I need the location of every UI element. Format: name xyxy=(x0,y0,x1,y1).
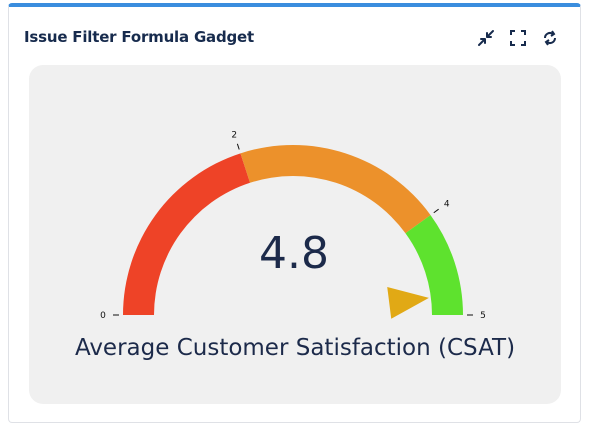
gauge-chart: 0 2 4 5 4.8 xyxy=(100,130,486,321)
gauge-pointer xyxy=(387,286,429,319)
gauge-band-1 xyxy=(240,145,431,234)
gauge-caption: Average Customer Satisfaction (CSAT) xyxy=(74,335,516,361)
gauge-tick-label-2: 2 xyxy=(231,130,237,140)
gauge-tick-4 xyxy=(433,208,439,214)
gauge-band-0 xyxy=(123,153,251,315)
minimize-button[interactable] xyxy=(474,27,498,49)
expand-corners-icon xyxy=(510,30,526,46)
gauge-value: 4.8 xyxy=(259,228,329,279)
refresh-icon xyxy=(544,30,556,46)
gauge-panel: 0 2 4 5 4.8 Average Customer Satisfaction (… xyxy=(29,65,561,404)
gauge-tick-2 xyxy=(236,143,240,150)
gadget-title: Issue Filter Formula Gadget xyxy=(24,28,254,46)
gauge-band-2 xyxy=(405,215,463,315)
collapse-arrows-icon xyxy=(478,30,494,46)
gauge-tick-label-4: 4 xyxy=(444,199,450,209)
gauge-tick-label-5: 5 xyxy=(480,311,486,321)
gadget-actions xyxy=(474,27,562,49)
fullscreen-button[interactable] xyxy=(506,27,530,49)
gadget-header: Issue Filter Formula Gadget xyxy=(9,7,580,59)
refresh-button[interactable] xyxy=(538,27,562,49)
gadget-card: Issue Filter Formula Gadget xyxy=(8,3,581,423)
gauge-tick-label-0: 0 xyxy=(100,311,106,321)
